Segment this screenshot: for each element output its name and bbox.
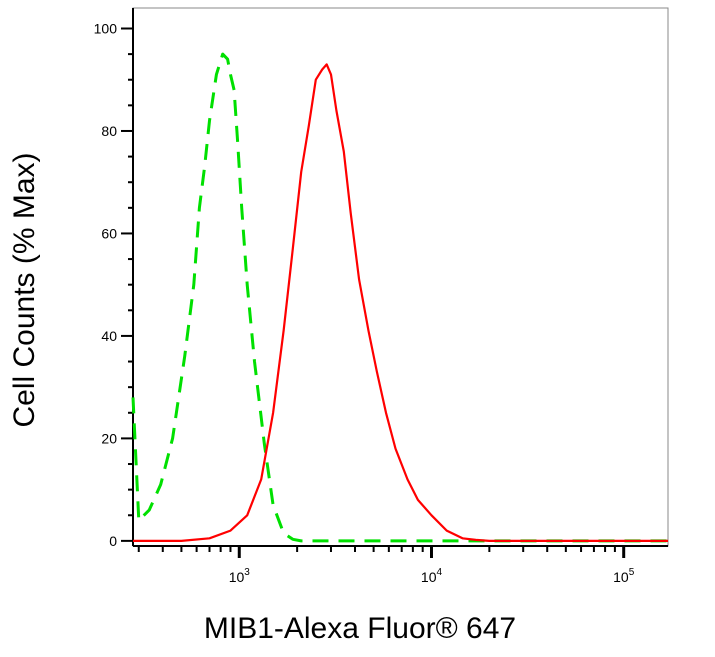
x-tick-label: 104	[421, 567, 443, 585]
series-2-line	[133, 63, 668, 543]
y-tick-label: 0	[109, 533, 117, 549]
axis-ticks: 0 20 40 60 80 100 103 104 105	[94, 20, 635, 585]
y-tick-label: 100	[94, 20, 118, 36]
x-tick-label: 105	[613, 567, 635, 585]
y-tick-label: 20	[101, 430, 117, 446]
x-axis-label: MIB1-Alexa Fluor® 647	[204, 612, 516, 645]
x-tick-label: 103	[229, 567, 251, 585]
series-1-line	[131, 52, 668, 543]
series-layer	[131, 52, 668, 543]
y-axis-label: Cell Counts (% Max)	[8, 152, 41, 427]
plot-frame	[132, 7, 669, 547]
y-tick-label: 60	[101, 225, 117, 241]
y-tick-label: 80	[101, 123, 117, 139]
y-tick-label: 40	[101, 328, 117, 344]
plot-border	[132, 7, 669, 547]
